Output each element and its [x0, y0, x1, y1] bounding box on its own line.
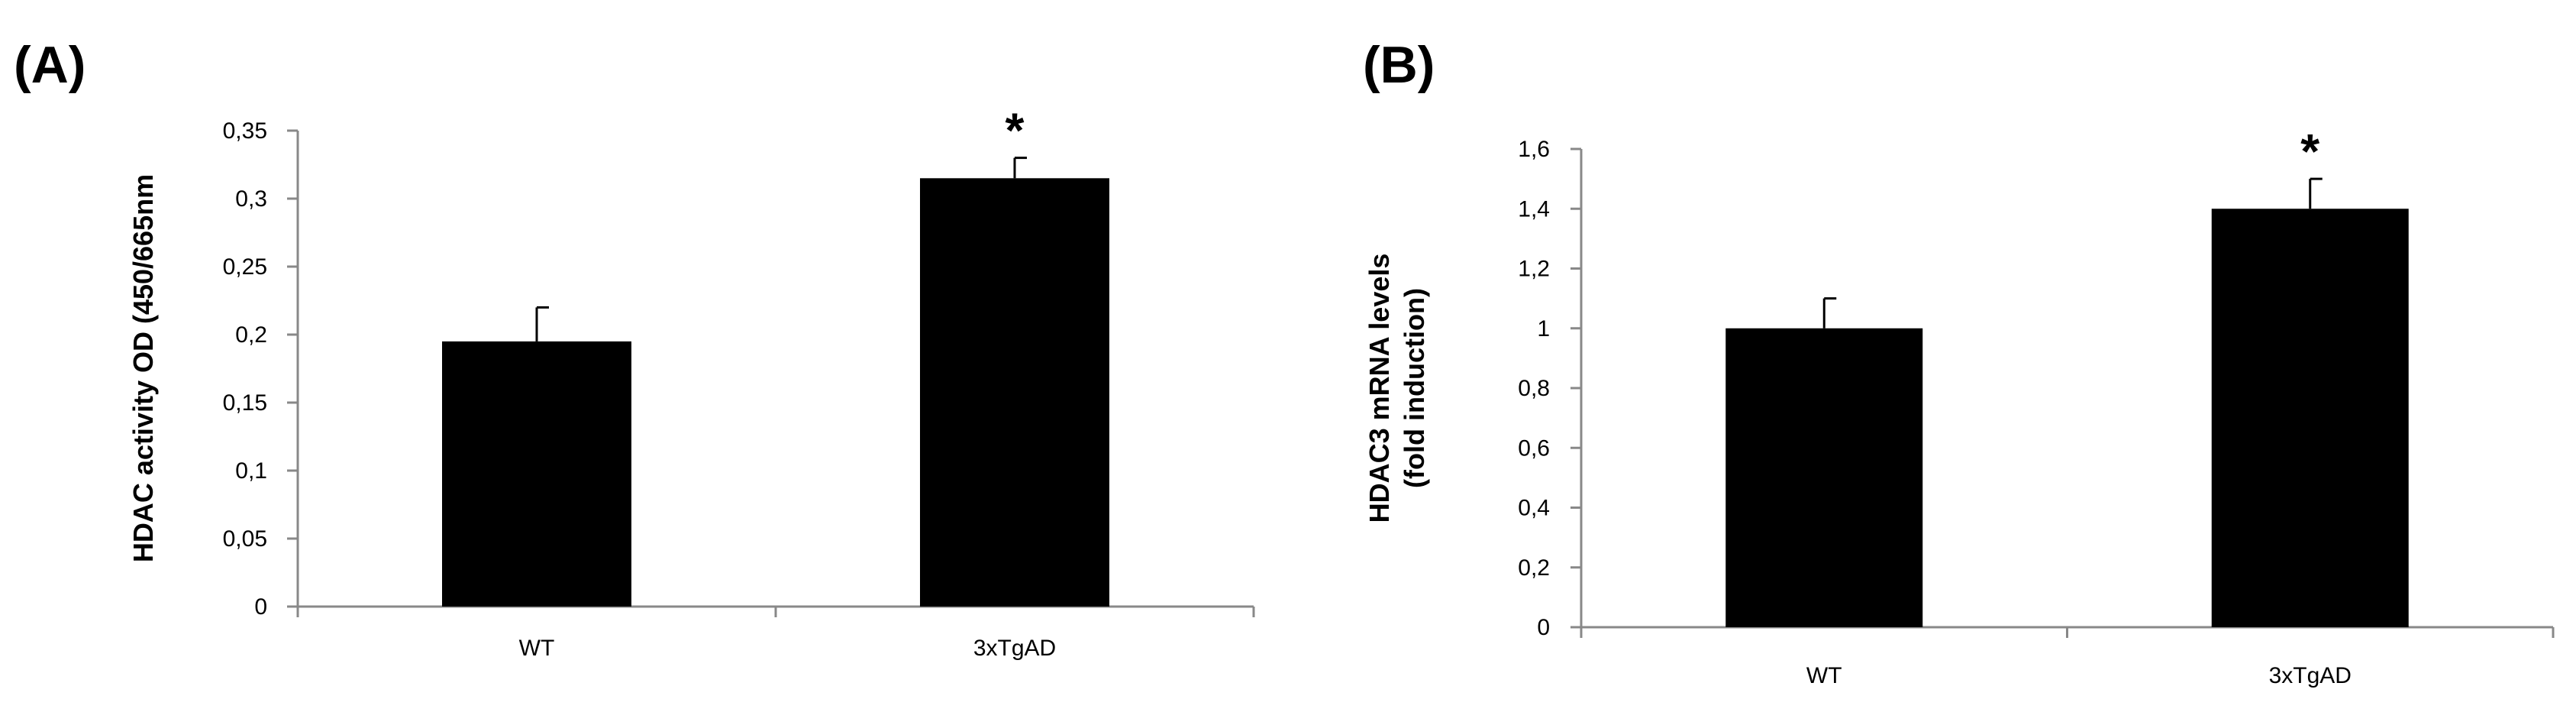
significance-marker: * [1006, 103, 1025, 158]
y-tick-label: 1 [1537, 316, 1550, 341]
x-tick-label: WT [1806, 663, 1842, 688]
y-tick-label: 0,2 [1518, 555, 1550, 581]
bar [2211, 209, 2409, 627]
y-axis-label: HDAC3 mRNA levels [1364, 254, 1395, 523]
x-tick-label: WT [519, 636, 555, 661]
y-tick-label: 0,1 [235, 458, 267, 484]
y-tick-label: 1,6 [1518, 137, 1550, 162]
y-tick-label: 0 [254, 594, 267, 620]
panel-label: (A) [14, 36, 86, 94]
y-axis-label: (fold induction) [1399, 288, 1430, 488]
y-tick-label: 0,05 [223, 526, 267, 552]
y-tick-label: 0,35 [223, 118, 267, 144]
y-axis-label: HDAC activity OD (450/665nm [128, 174, 159, 562]
bar [1725, 328, 1923, 627]
panel-a: (A) 0 0,05 0,1 0,15 0,2 0,25 0,3 0,35 WT 3xTgAD * HD… [14, 36, 1255, 661]
y-tick-label: 0,25 [223, 254, 267, 280]
y-tick-label: 0,6 [1518, 435, 1550, 461]
bar [920, 178, 1109, 607]
y-tick-label: 0,2 [235, 322, 267, 348]
y-tick-label: 1,2 [1518, 257, 1550, 282]
significance-marker: * [2300, 124, 2319, 179]
y-tick-label: 0,4 [1518, 496, 1550, 521]
panel-b: (B) 0 0,2 0,4 0,6 0,8 1 1,2 1,4 1,6 WT 3xTgAD * HDAC3… [1363, 36, 2555, 688]
y-tick-label: 0,8 [1518, 376, 1550, 401]
y-tick-label: 0 [1537, 615, 1550, 640]
x-tick-label: 3xTgAD [973, 636, 1056, 661]
bar [442, 341, 631, 607]
panel-label: (B) [1363, 36, 1435, 94]
x-tick-label: 3xTgAD [2269, 663, 2352, 688]
y-tick-label: 0,15 [223, 390, 267, 416]
y-tick-label: 1,4 [1518, 196, 1550, 222]
y-tick-label: 0,3 [235, 186, 267, 212]
